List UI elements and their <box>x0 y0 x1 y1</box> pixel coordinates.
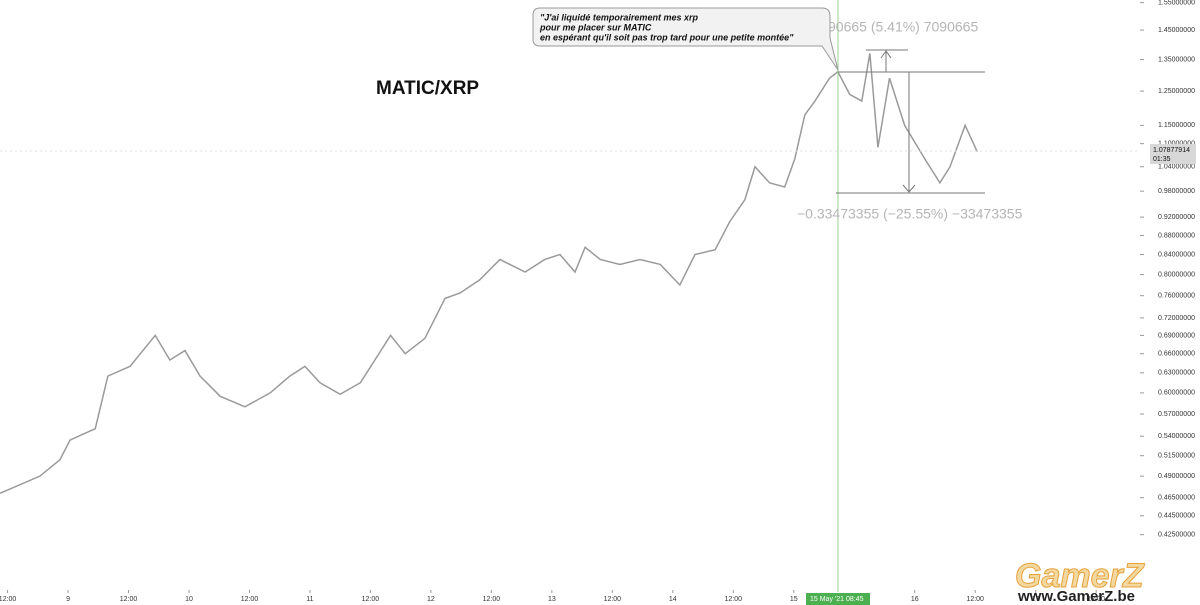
annotation-callout <box>532 7 839 71</box>
annotation-line: pour me placer sur MATIC <box>539 22 652 32</box>
x-tick-label: 12:00 <box>362 596 380 603</box>
x-tick-label: 12 <box>427 596 435 603</box>
x-tick-label: 12:00 <box>0 596 16 603</box>
x-tick-label: 12:00 <box>241 596 259 603</box>
y-tick-label: 0.80000000 <box>1158 271 1195 278</box>
y-tick-label: 1.15000000 <box>1158 122 1195 129</box>
x-tick-label: 15 <box>790 596 798 603</box>
chart-title: MATIC/XRP <box>376 78 479 99</box>
x-tick-label: 14 <box>669 596 677 603</box>
y-tick-label: 1.04000000 <box>1158 164 1195 171</box>
x-tick-label: 9 <box>66 596 70 603</box>
x-tick-label: 12:00 <box>1087 596 1105 603</box>
y-tick-label: 1.55000000 <box>1158 0 1195 6</box>
y-tick-label: 0.44500000 <box>1158 513 1195 520</box>
last-price-label: 1.07877914 <box>1153 147 1190 154</box>
y-tick-label: 0.57000000 <box>1158 411 1195 418</box>
y-tick-label: 0.42500000 <box>1158 532 1195 539</box>
last-price-box <box>1150 144 1196 164</box>
x-tick-label: 12:00 <box>120 596 138 603</box>
crosshair-label-box <box>806 593 870 605</box>
y-tick-label: 0.63000000 <box>1158 370 1195 377</box>
y-tick-label: 1.25000000 <box>1158 88 1195 95</box>
x-tick-label: 16 <box>911 596 919 603</box>
y-tick-label: 0.60000000 <box>1158 390 1195 397</box>
x-tick-label: 11 <box>306 596 313 603</box>
x-tick-label: 17 <box>1032 596 1040 603</box>
y-tick-label: 0.69000000 <box>1158 332 1195 339</box>
y-tick-label: 0.84000000 <box>1158 251 1195 258</box>
y-tick-label: 0.76000000 <box>1158 293 1195 300</box>
y-tick-label: 0.88000000 <box>1158 232 1195 239</box>
y-tick-label: 0.49000000 <box>1158 473 1195 480</box>
price-axis <box>1140 0 1200 605</box>
watermark: GamerZ <box>1015 557 1145 595</box>
y-tick-label: 0.54000000 <box>1158 433 1195 440</box>
x-tick-label: 12:00 <box>483 596 501 603</box>
crosshair-label: 15 May '21 08:45 <box>810 596 864 603</box>
y-tick-label: 0.66000000 <box>1158 351 1195 358</box>
x-tick-label: 13 <box>548 596 556 603</box>
measure-up-label: 90665 (5.41%) 7090665 <box>828 19 978 35</box>
y-tick-label: 0.51500000 <box>1158 453 1195 460</box>
x-tick-label: 12:00 <box>966 596 984 603</box>
price-line <box>0 53 978 494</box>
watermark-url: www.GamerZ.be <box>1017 588 1135 605</box>
measure-arrow <box>902 184 916 193</box>
y-tick-label: 0.92000000 <box>1158 214 1195 221</box>
annotation-line: "J'ai liquidé temporairement mes xrp <box>540 12 698 22</box>
y-tick-label: 0.98000000 <box>1158 188 1195 195</box>
x-tick-label: 12:00 <box>725 596 743 603</box>
y-tick-label: 1.35000000 <box>1158 56 1195 63</box>
annotation-line: en espérant qu'il soit pas trop tard pou… <box>540 32 794 42</box>
measure-arrow <box>880 50 892 59</box>
countdown-label: 01:35 <box>1153 156 1171 163</box>
x-tick-label: 12:00 <box>604 596 622 603</box>
x-tick-label: 10 <box>185 596 193 603</box>
y-tick-label: 1.45000000 <box>1158 27 1195 34</box>
y-tick-label: 0.72000000 <box>1158 315 1195 322</box>
measure-down-label: −0.33473355 (−25.55%) −33473355 <box>797 206 1023 222</box>
y-tick-label: 0.46500000 <box>1158 495 1195 502</box>
